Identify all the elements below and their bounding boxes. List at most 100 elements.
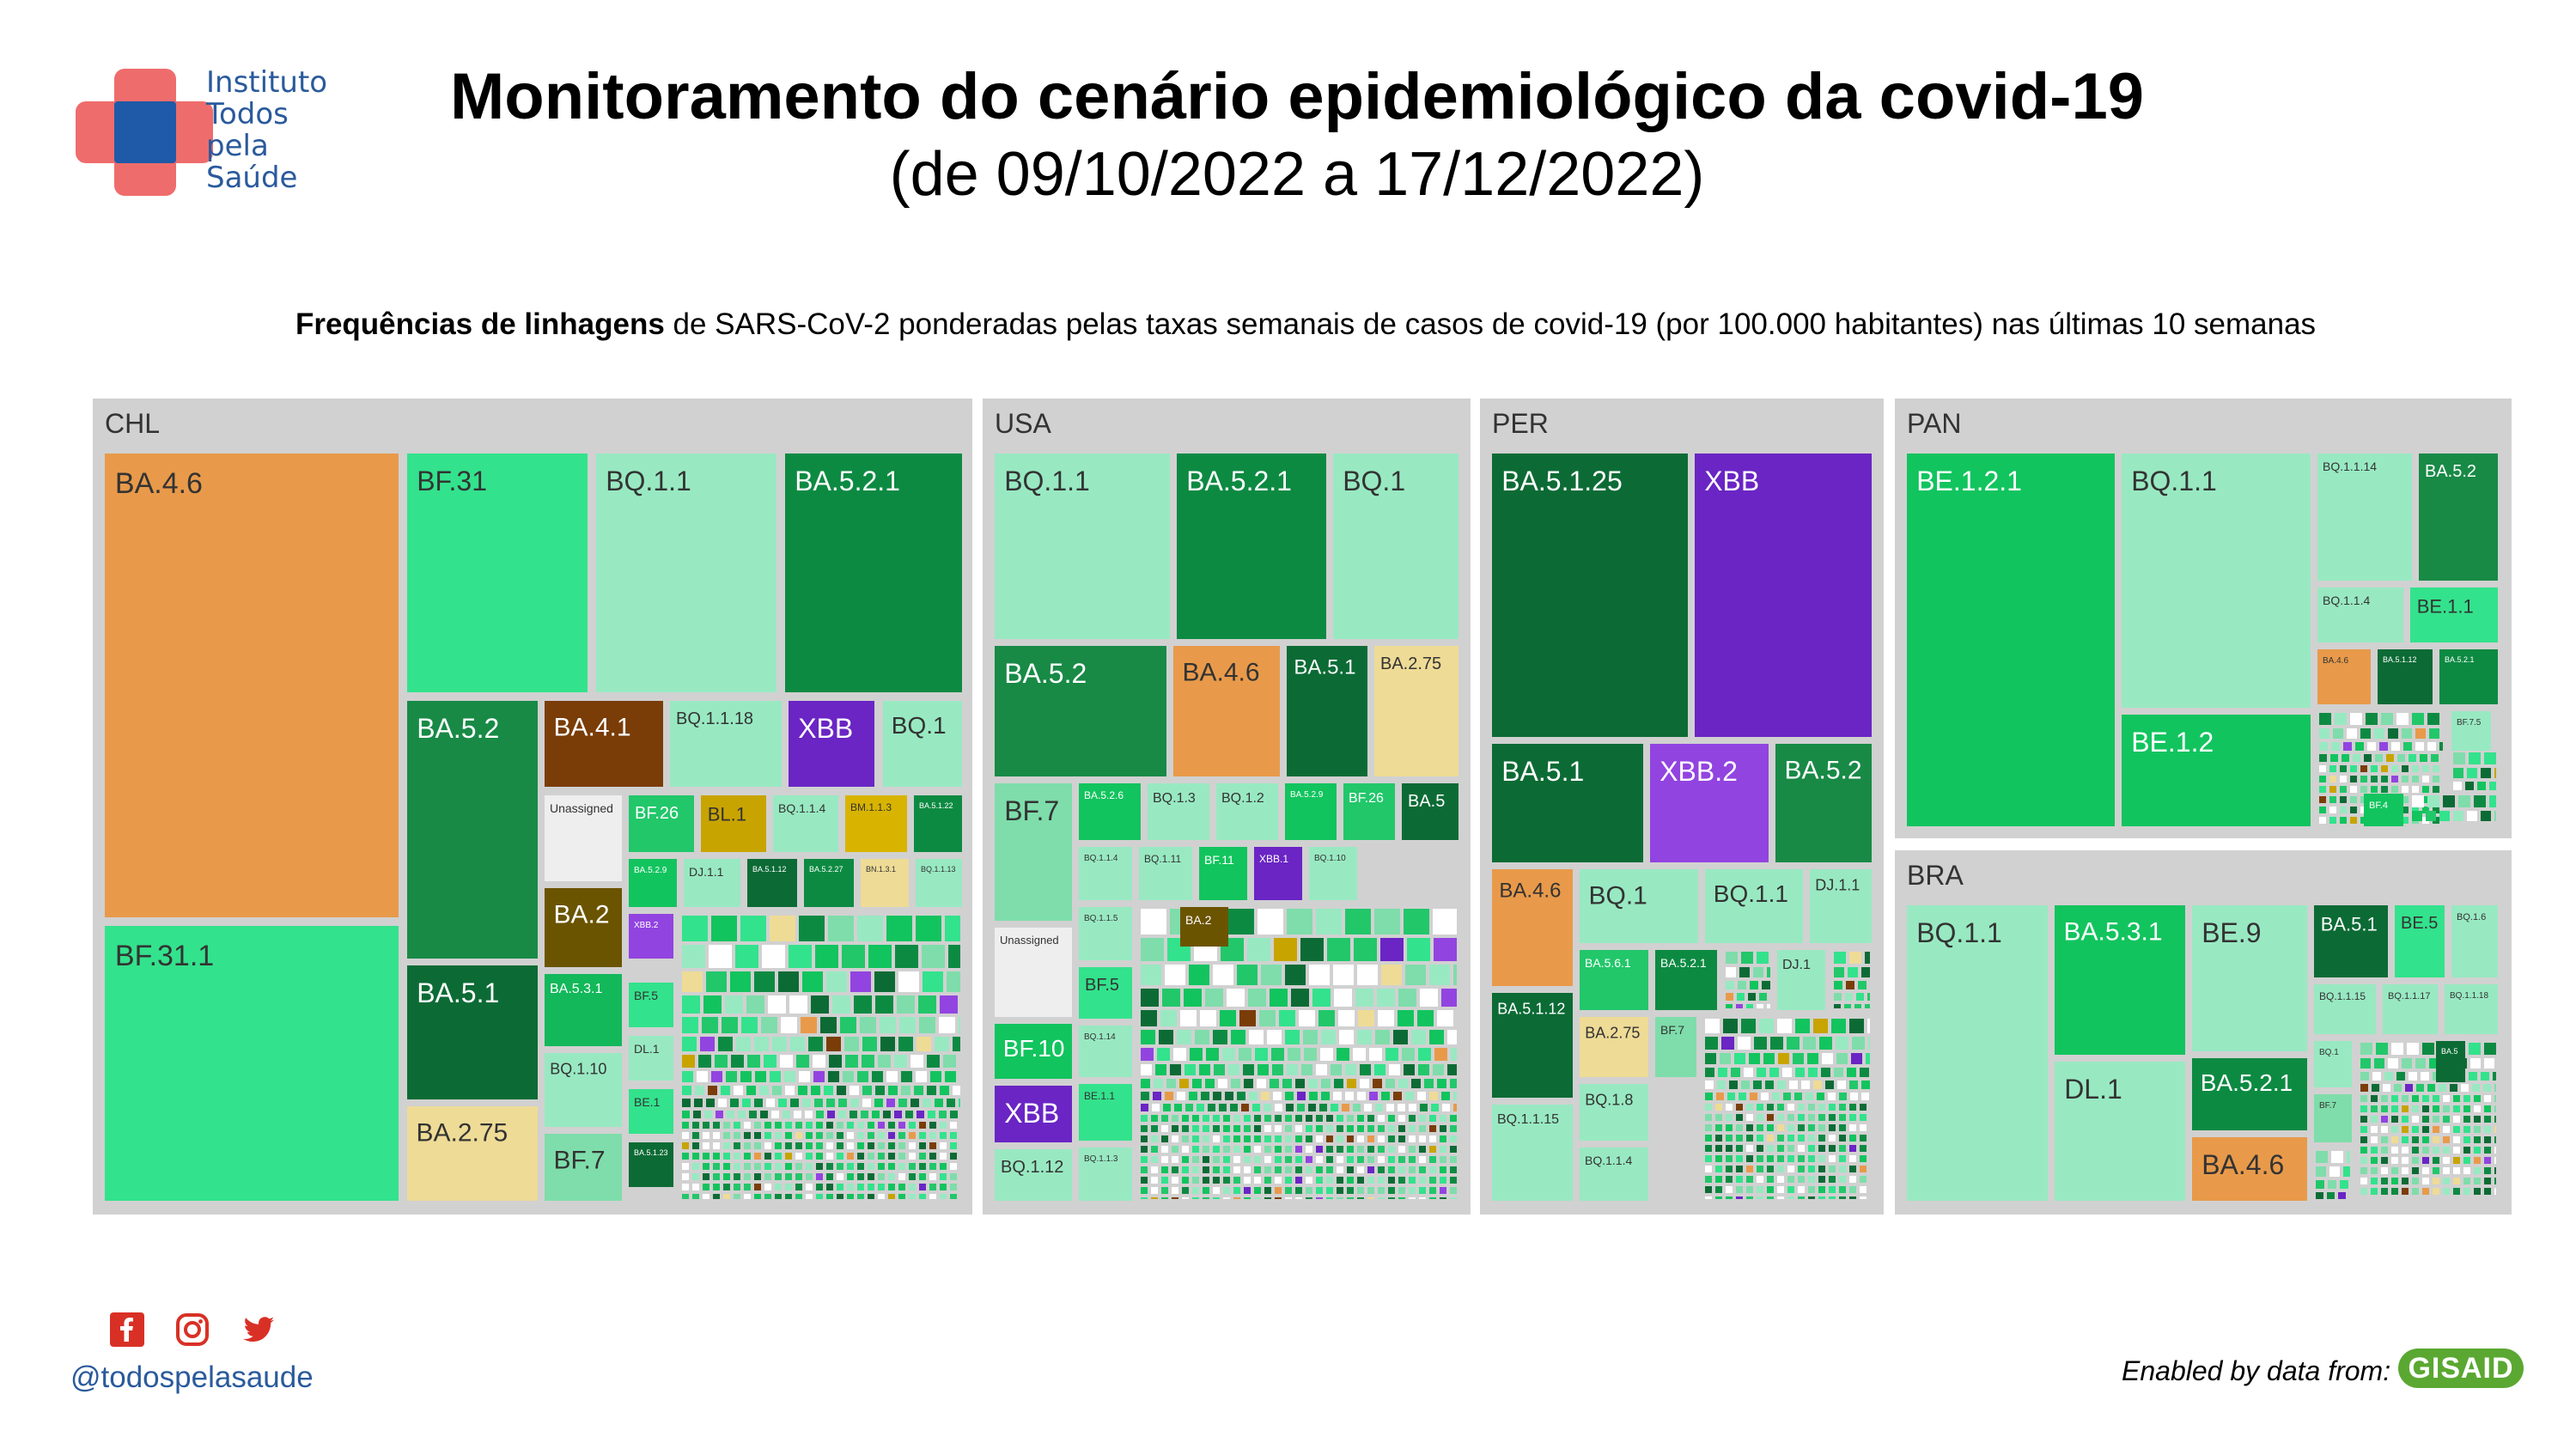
minor-lineage-tile-per xyxy=(1860,1155,1867,1162)
minor-lineage-tile-bra xyxy=(2374,1058,2384,1068)
minor-lineage-tile-usa xyxy=(1440,1187,1446,1194)
minor-lineage-tile-chl xyxy=(694,1099,703,1107)
minor-lineage-tile-usa xyxy=(1367,1177,1374,1184)
minor-lineage-tile-bra xyxy=(2474,1095,2481,1102)
minor-lineage-tile-per xyxy=(1777,1155,1784,1162)
minor-lineage-tile-usa xyxy=(1172,1115,1178,1122)
social-handle[interactable]: @todospelasaude xyxy=(70,1361,314,1394)
minor-lineage-tile-usa xyxy=(1141,1048,1154,1061)
minor-lineage-tile-usa xyxy=(1419,1125,1426,1132)
tile-usa-xbb-1 xyxy=(1254,847,1302,900)
minor-lineage-tile-chl xyxy=(682,1163,689,1170)
tile-pan-be-1-2-1 xyxy=(1907,454,2115,826)
facebook-icon[interactable] xyxy=(110,1312,144,1347)
minor-lineage-tile-chl xyxy=(795,1173,802,1180)
minor-lineage-tile-bra xyxy=(2360,1072,2369,1081)
minor-lineage-tile-pan xyxy=(2347,728,2357,739)
minor-lineage-tile-chl xyxy=(945,1071,956,1082)
minor-lineage-tile-usa xyxy=(1295,1177,1302,1184)
minor-lineage-tile-per xyxy=(1772,1093,1780,1100)
minor-lineage-tile-per xyxy=(1865,1004,1870,1008)
minor-lineage-tile-usa xyxy=(1355,989,1373,1007)
minor-lineage-tile-usa xyxy=(1264,1156,1271,1163)
minor-lineage-tile-bra xyxy=(2391,1147,2398,1154)
minor-lineage-tile-bra xyxy=(2416,1084,2424,1092)
minor-lineage-tile-usa xyxy=(1377,989,1395,1007)
tile-label-chl-bf-26: BF.26 xyxy=(635,804,679,823)
minor-lineage-tile-chl xyxy=(692,1194,699,1199)
minor-lineage-tile-per xyxy=(1715,1145,1722,1152)
minor-lineage-tile-chl xyxy=(802,1099,811,1107)
minor-lineage-tile-usa xyxy=(1345,1092,1354,1100)
minor-lineage-tile-per xyxy=(1829,1166,1836,1172)
twitter-icon[interactable] xyxy=(241,1312,276,1347)
minor-lineage-tile-chl xyxy=(723,1173,730,1180)
minor-lineage-tile-usa xyxy=(1437,1079,1446,1088)
minor-lineage-tile-chl xyxy=(947,971,960,992)
minor-lineage-tile-usa xyxy=(1182,1135,1189,1142)
minor-lineage-tile-usa xyxy=(1353,1048,1366,1061)
minor-lineage-tile-bra xyxy=(2316,1151,2328,1163)
minor-lineage-tile-usa xyxy=(1270,1079,1279,1088)
minor-lineage-tile-usa xyxy=(1357,1197,1364,1199)
minor-lineage-tile-bra xyxy=(2433,1116,2439,1123)
minor-lineage-tile-usa xyxy=(1337,1135,1343,1142)
minor-lineage-tile-bra xyxy=(2463,1188,2470,1195)
minor-lineage-tile-chl xyxy=(868,1184,874,1190)
minor-lineage-tile-bra xyxy=(2316,1166,2326,1177)
minor-lineage-tile-per xyxy=(1744,1068,1753,1077)
tile-pan-be-1-2 xyxy=(2122,715,2311,826)
minor-lineage-tile-usa xyxy=(1326,1115,1333,1122)
minor-lineage-tile-per xyxy=(1818,1104,1825,1111)
minor-lineage-tile-per xyxy=(1746,1104,1753,1111)
minor-lineage-tile-usa xyxy=(1450,1135,1457,1142)
minor-lineage-tile-chl xyxy=(771,1111,779,1118)
minor-lineage-tile-per xyxy=(1778,1053,1789,1064)
tile-label-chl-bf-31: BF.31 xyxy=(417,466,487,496)
minor-lineage-tile-chl xyxy=(828,1071,839,1082)
minor-lineage-tile-per xyxy=(1861,1081,1870,1089)
minor-lineage-tile-usa xyxy=(1304,1048,1317,1061)
minor-lineage-tile-pan xyxy=(2381,786,2388,793)
minor-lineage-tile-bra xyxy=(2381,1157,2388,1164)
minor-lineage-tile-usa xyxy=(1258,1064,1269,1075)
minor-lineage-tile-bra xyxy=(2484,1167,2491,1174)
minor-lineage-tile-chl xyxy=(888,1163,895,1170)
minor-lineage-tile-chl xyxy=(816,1142,823,1149)
minor-lineage-tile-usa xyxy=(1157,1048,1170,1061)
minor-lineage-tile-chl xyxy=(899,1017,916,1033)
minor-lineage-tile-bra xyxy=(2433,1178,2439,1184)
minor-lineage-tile-bra xyxy=(2433,1126,2439,1133)
minor-lineage-tile-chl xyxy=(744,1194,751,1199)
minor-lineage-tile-chl xyxy=(837,1086,846,1095)
minor-lineage-tile-pan xyxy=(2422,765,2429,772)
minor-lineage-tile-usa xyxy=(1201,1092,1209,1100)
minor-lineage-tile-usa xyxy=(1195,1030,1209,1044)
instagram-icon[interactable] xyxy=(175,1312,210,1347)
minor-lineage-tile-per xyxy=(1860,1145,1867,1152)
minor-lineage-tile-bra xyxy=(2412,1136,2419,1143)
minor-lineage-tile-chl xyxy=(764,1163,771,1170)
minor-lineage-tile-pan xyxy=(2433,807,2439,813)
minor-lineage-tile-chl xyxy=(826,1122,833,1129)
minor-lineage-tile-usa xyxy=(1419,1177,1426,1184)
minor-lineage-tile-usa xyxy=(1152,1104,1160,1111)
minor-lineage-tile-chl xyxy=(754,1037,769,1051)
minor-lineage-tile-usa xyxy=(1333,1092,1342,1100)
minor-lineage-tile-usa xyxy=(1285,1115,1292,1122)
minor-lineage-tile-usa xyxy=(1316,1135,1323,1142)
tile-label-pan-bf-4: BF.4 xyxy=(2369,801,2388,811)
minor-lineage-tile-usa xyxy=(1450,1166,1457,1173)
tile-usa-bq-1-10 xyxy=(1309,847,1357,900)
minor-lineage-tile-usa xyxy=(1239,1010,1256,1026)
minor-lineage-tile-usa xyxy=(1233,1187,1240,1194)
tile-label-usa-bq-1-12: BQ.1.12 xyxy=(1001,1158,1063,1177)
minor-lineage-tile-chl xyxy=(806,1122,813,1129)
tile-usa-be-1-1 xyxy=(1079,1084,1132,1141)
tile-label-usa-ba-5-2-6: BA.5.2.6 xyxy=(1084,789,1124,801)
minor-lineage-tile-usa xyxy=(1213,1030,1227,1044)
minor-lineage-tile-pan xyxy=(2329,765,2336,772)
minor-lineage-tile-chl xyxy=(706,1099,715,1107)
minor-lineage-tile-per xyxy=(1741,952,1753,964)
minor-lineage-tile-bra xyxy=(2381,1167,2388,1174)
